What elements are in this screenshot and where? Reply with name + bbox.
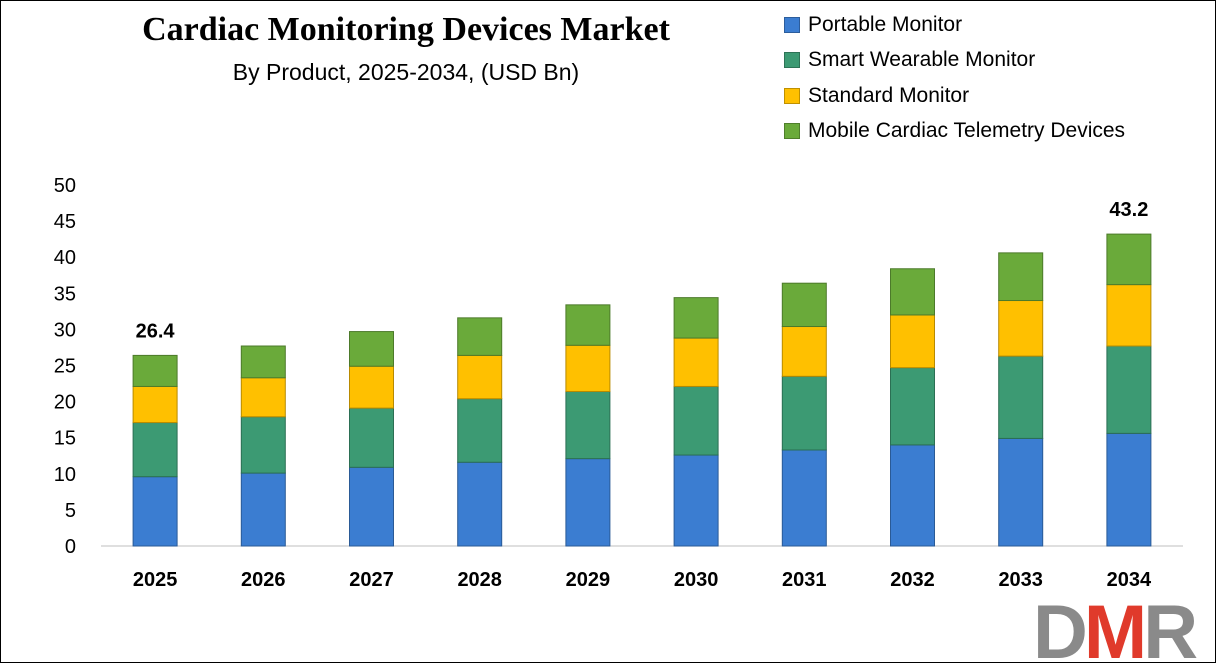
logo-letter-d: D bbox=[1033, 590, 1088, 663]
bar-segment bbox=[1106, 284, 1152, 347]
bar-segment bbox=[781, 282, 827, 328]
bar-segment bbox=[565, 458, 611, 547]
bar-segment bbox=[781, 449, 827, 547]
legend-label-mobile-cardiac-telemetry: Mobile Cardiac Telemetry Devices bbox=[808, 119, 1126, 143]
bar-segment bbox=[132, 422, 178, 478]
y-tick-label: 45 bbox=[54, 211, 76, 233]
legend-swatch-mobile-cardiac-telemetry bbox=[784, 123, 800, 140]
bar-segment bbox=[890, 314, 935, 369]
legend-item-smart-wearable-monitor: Smart Wearable Monitor bbox=[784, 43, 1125, 79]
bar-segment bbox=[240, 472, 286, 547]
y-tick-label: 15 bbox=[54, 428, 76, 450]
bar-segment bbox=[457, 317, 503, 356]
x-tick-label: 2031 bbox=[782, 569, 827, 591]
x-tick-label: 2034 bbox=[1107, 569, 1152, 591]
bar-segment bbox=[781, 326, 827, 377]
bar-segment bbox=[998, 252, 1044, 302]
y-tick-label: 0 bbox=[65, 536, 76, 558]
x-tick-label: 2033 bbox=[998, 569, 1043, 591]
y-tick-label: 40 bbox=[54, 247, 76, 269]
bar-segment bbox=[673, 337, 719, 387]
bar-segment bbox=[132, 354, 178, 387]
bar-segment bbox=[240, 416, 286, 474]
bar-segment bbox=[1106, 345, 1152, 434]
bar-segment bbox=[565, 344, 611, 392]
bar-segment bbox=[457, 398, 503, 463]
y-tick-label: 10 bbox=[54, 464, 76, 486]
y-tick-label: 35 bbox=[54, 283, 76, 305]
legend-swatch-portable-monitor bbox=[784, 16, 800, 33]
legend-item-mobile-cardiac-telemetry: Mobile Cardiac Telemetry Devices bbox=[784, 114, 1125, 150]
bar-segment bbox=[565, 390, 611, 460]
x-tick-label: 2029 bbox=[566, 569, 611, 591]
legend-item-portable-monitor: Portable Monitor bbox=[784, 7, 1125, 43]
bar-segment bbox=[349, 466, 394, 547]
bar-segment bbox=[349, 365, 394, 409]
legend-swatch-standard-monitor bbox=[784, 87, 800, 104]
bar-segment bbox=[132, 385, 178, 424]
total-data-label: 26.4 bbox=[136, 320, 176, 342]
y-tick-label: 25 bbox=[54, 356, 76, 378]
legend-label-standard-monitor: Standard Monitor bbox=[808, 83, 970, 107]
legend-label-smart-wearable-monitor: Smart Wearable Monitor bbox=[808, 48, 1036, 72]
bar-segment bbox=[673, 454, 719, 547]
bar-segment bbox=[673, 297, 719, 339]
logo-letter-m: M bbox=[1083, 590, 1147, 663]
y-tick-label: 20 bbox=[54, 392, 76, 414]
bar-segment bbox=[565, 304, 611, 346]
bar-segment bbox=[890, 444, 935, 547]
bar-segment bbox=[998, 355, 1044, 439]
x-tick-label: 2032 bbox=[890, 569, 935, 591]
chart-title: Cardiac Monitoring Devices Market bbox=[142, 11, 670, 48]
bar-segment bbox=[132, 476, 178, 547]
bar-segment bbox=[349, 407, 394, 468]
x-tick-label: 2030 bbox=[674, 569, 719, 591]
bar-segment bbox=[998, 437, 1044, 547]
x-tick-label: 2025 bbox=[133, 569, 178, 591]
bar-segment bbox=[457, 461, 503, 547]
legend-swatch-smart-wearable-monitor bbox=[784, 52, 800, 69]
bar-segment bbox=[998, 300, 1044, 357]
bar-segment bbox=[890, 367, 935, 446]
bar-segment bbox=[457, 354, 503, 400]
dmr-logo: DMR bbox=[1033, 595, 1198, 663]
legend-label-portable-monitor: Portable Monitor bbox=[808, 12, 963, 36]
legend-item-standard-monitor: Standard Monitor bbox=[784, 78, 1125, 114]
y-tick-label: 5 bbox=[65, 500, 76, 522]
bar-segment bbox=[349, 331, 394, 367]
y-tick-label: 30 bbox=[54, 319, 76, 341]
bar-segment bbox=[890, 268, 935, 316]
x-tick-label: 2026 bbox=[241, 569, 286, 591]
chart-subtitle: By Product, 2025-2034, (USD Bn) bbox=[232, 59, 580, 85]
bar-segment bbox=[1106, 233, 1152, 286]
bar-segment bbox=[1106, 432, 1152, 547]
total-data-label: 43.2 bbox=[1109, 199, 1148, 221]
legend: Portable Monitor Smart Wearable Monitor … bbox=[784, 7, 1125, 149]
bar-segment bbox=[240, 345, 286, 379]
bar-segment bbox=[673, 385, 719, 456]
logo-letter-r: R bbox=[1143, 590, 1198, 663]
bar-segment bbox=[240, 377, 286, 418]
x-tick-label: 2027 bbox=[349, 569, 394, 591]
x-tick-label: 2028 bbox=[457, 569, 502, 591]
bar-segment bbox=[781, 375, 827, 451]
y-tick-label: 50 bbox=[54, 175, 76, 197]
